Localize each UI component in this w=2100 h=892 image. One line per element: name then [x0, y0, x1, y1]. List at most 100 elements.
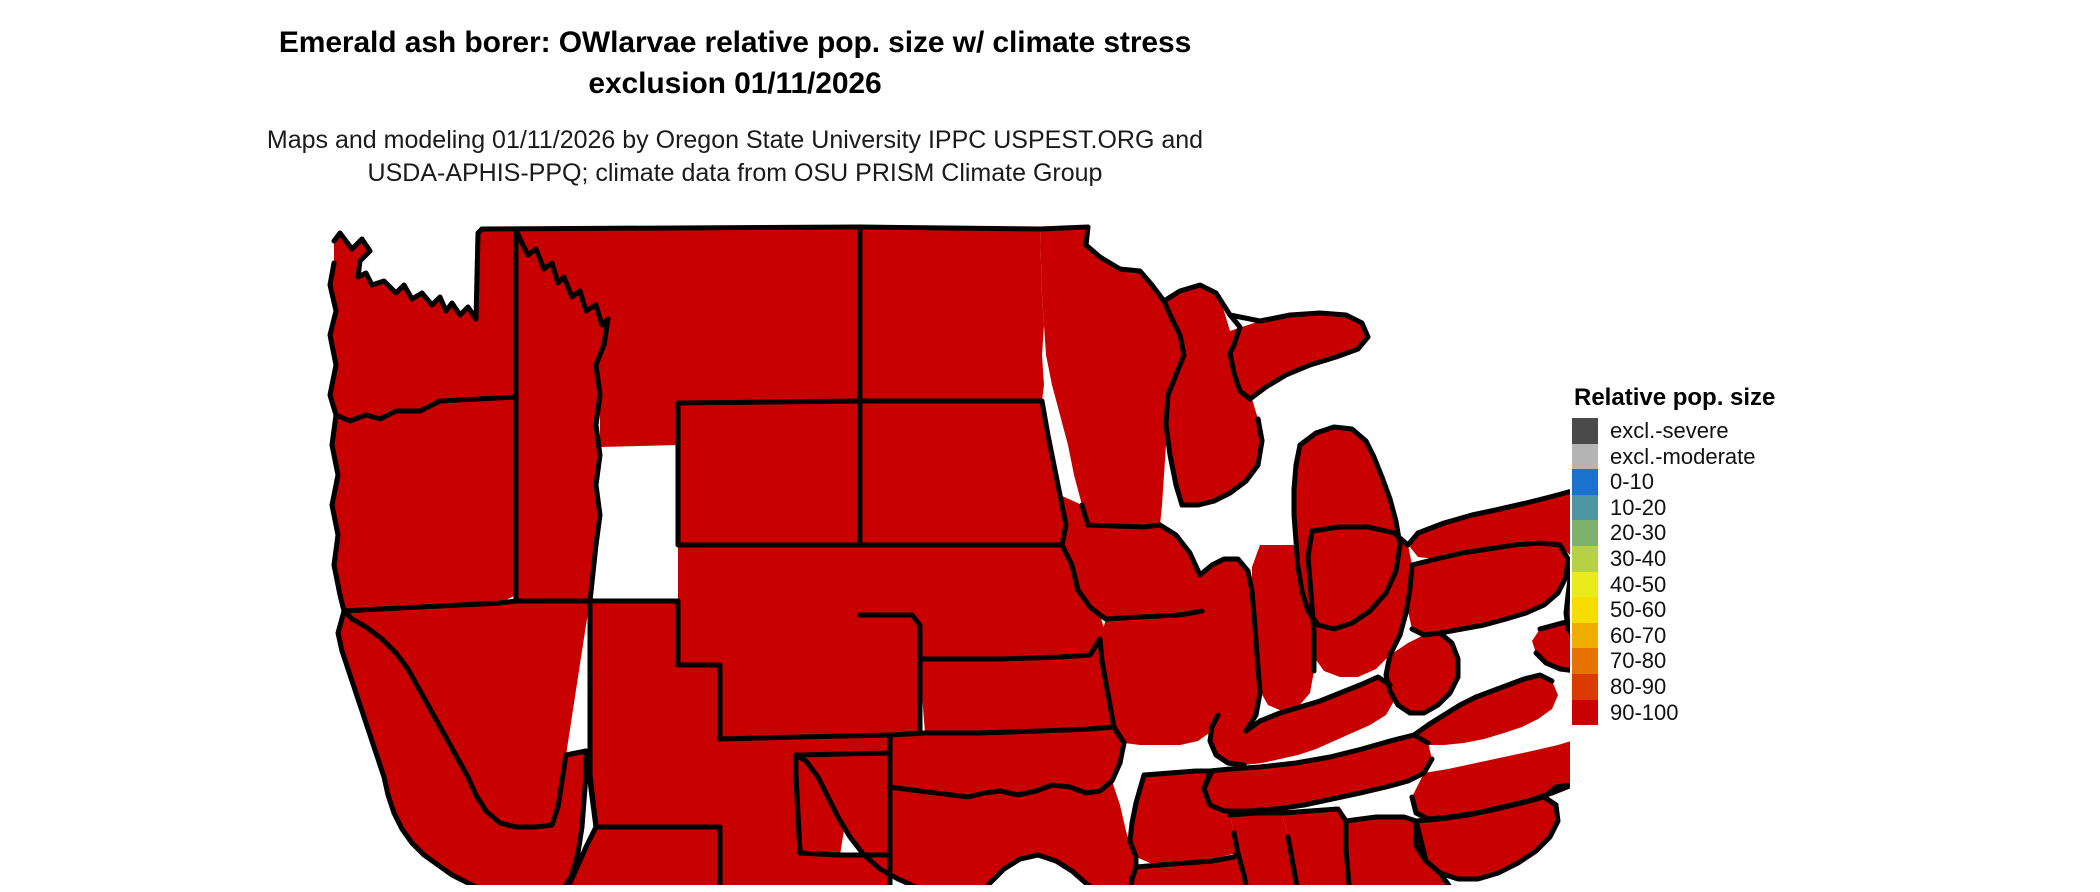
state-kansas	[920, 639, 1114, 733]
legend-row-50-60[interactable]: 50-60	[1572, 597, 1775, 623]
page-title: Emerald ash borer: OWlarvae relative pop…	[0, 22, 1470, 104]
border-lake-superior	[1227, 312, 1371, 402]
state-california	[338, 611, 586, 885]
border-ms-al	[1285, 834, 1300, 885]
state-alabama	[1282, 809, 1350, 885]
border-wv-va-md	[1407, 630, 1570, 738]
state-virginia	[1414, 675, 1558, 745]
state-west-virginia	[1386, 633, 1458, 713]
legend: Relative pop. size excl.-severe excl.-mo…	[1572, 384, 1776, 726]
border-mt-wy	[677, 398, 863, 406]
legend-row-40-50[interactable]: 40-50	[1572, 571, 1775, 598]
legend-swatch-icon	[1572, 545, 1598, 572]
border-lake-erie	[1309, 488, 1570, 548]
legend-label: excl.-severe	[1610, 418, 1729, 443]
state-wyoming	[678, 401, 860, 545]
legend-swatch-icon	[1572, 418, 1598, 444]
border-in-oh	[1305, 554, 1317, 674]
legend-swatch-icon	[1572, 673, 1598, 700]
legend-label: 80-90	[1610, 673, 1667, 699]
border-wi-il	[1195, 462, 1261, 508]
state-ohio	[1308, 527, 1412, 677]
legend-swatch-icon	[1572, 571, 1598, 598]
state-north-dakota	[860, 227, 1044, 401]
state-minnesota	[1040, 227, 1184, 527]
legend-swatch-icon	[1572, 469, 1598, 495]
border-ky-tn	[1207, 732, 1431, 774]
border-ar-ms-la	[1127, 800, 1249, 885]
subtitle-line-2: USDA-APHIS-PPQ; climate data from OSU PR…	[367, 159, 1103, 187]
border-ia-il	[1157, 522, 1251, 578]
legend-row-70-80[interactable]: 70-80	[1572, 648, 1775, 674]
border-tn-nc-ga-al-ms	[1201, 756, 1435, 824]
legend-swatch-icon	[1572, 648, 1598, 674]
title-line-2: exclusion 01/11/2026	[588, 67, 882, 100]
legend-row-80-90[interactable]: 80-90	[1572, 673, 1775, 700]
border-pa-md-nj-ny	[1409, 540, 1570, 638]
border-id-mt-wy	[513, 226, 611, 604]
map-layers	[327, 224, 1570, 885]
legend-label: 70-80	[1610, 648, 1667, 674]
border-il-in	[1243, 568, 1263, 734]
legend-label: 40-50	[1610, 571, 1667, 597]
border-ca-nv	[341, 608, 589, 830]
state-mississippi	[1230, 813, 1297, 885]
legend-swatch-icon	[1572, 699, 1598, 726]
border-national-west	[331, 226, 485, 322]
state-wisconsin	[1164, 285, 1262, 505]
page-subtitle: Maps and modeling 01/11/2026 by Oregon S…	[0, 124, 1470, 190]
border-ks-ok	[887, 724, 1117, 738]
border-pacific-coast	[327, 260, 589, 885]
state-indiana	[1252, 545, 1314, 711]
border-ne-co	[857, 612, 923, 736]
border-ar-la-tx-ms-bound	[1128, 864, 1139, 885]
state-kentucky	[1210, 677, 1394, 765]
state-georgia	[1346, 817, 1449, 885]
state-arkansas	[1130, 771, 1238, 863]
legend-entries: excl.-severe excl.-moderate 0-10 10-20 2…	[1572, 418, 1775, 726]
legend-row-20-30[interactable]: 20-30	[1572, 520, 1775, 546]
legend-swatch-icon	[1572, 622, 1598, 649]
border-nm-tx	[793, 750, 893, 885]
border-mn-ia-sd	[1039, 398, 1163, 548]
legend-label: 10-20	[1610, 494, 1667, 520]
state-utah	[590, 601, 720, 827]
legend-label: 30-40	[1610, 545, 1667, 571]
legend-row-10-20[interactable]: 10-20	[1572, 494, 1775, 521]
state-illinois	[1200, 559, 1260, 739]
state-tennessee	[1204, 735, 1432, 811]
legend-label: 50-60	[1610, 597, 1667, 623]
state-missouri	[1100, 611, 1218, 745]
legend-row-excl-severe[interactable]: excl.-severe	[1572, 418, 1775, 444]
legend-row-90-100[interactable]: 90-100	[1572, 699, 1775, 726]
legend-swatch-icon	[1572, 443, 1598, 470]
border-mexico-southwest	[566, 748, 1093, 885]
legend-label: 0-10	[1610, 469, 1655, 495]
state-south-dakota	[860, 401, 1066, 545]
border-co-nm-ok	[717, 732, 893, 858]
subtitle-line-1: Maps and modeling 01/11/2026 by Oregon S…	[266, 126, 1204, 154]
state-idaho	[482, 229, 608, 601]
border-wy-sd-ne	[675, 400, 863, 548]
border-oh-wv-pa	[1305, 528, 1415, 716]
border-mn-wi	[1161, 298, 1201, 508]
border-ia-ne-mo	[1059, 542, 1205, 622]
legend-row-60-70[interactable]: 60-70	[1572, 622, 1775, 649]
legend-row-excl-moderate[interactable]: excl.-moderate	[1572, 443, 1775, 470]
legend-label: 60-70	[1610, 622, 1667, 648]
legend-row-30-40[interactable]: 30-40	[1572, 545, 1775, 572]
title-line-1: Emerald ash borer: OWlarvae relative pop…	[278, 26, 1192, 59]
border-nc-sc	[1413, 794, 1559, 848]
legend-title: Relative pop. size	[1574, 384, 1776, 411]
state-borders	[327, 224, 1570, 885]
legend-swatch-icon	[1572, 494, 1598, 521]
us-choropleth-map	[300, 215, 1570, 885]
border-canada-north	[479, 224, 1371, 340]
legend-row-0-10[interactable]: 0-10	[1572, 469, 1775, 495]
state-oregon	[332, 397, 516, 611]
state-nevada	[344, 601, 590, 827]
map-svg	[327, 224, 1570, 885]
legend-swatch-icon	[1572, 597, 1598, 623]
state-washington	[330, 229, 516, 421]
